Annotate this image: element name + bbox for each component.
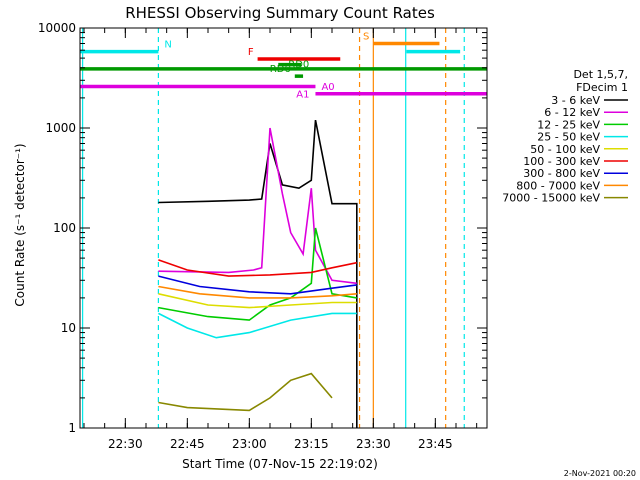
series-line-0 [158,119,358,428]
flag-label-rd6: RD6 [270,64,291,75]
series-line-8 [158,372,333,412]
series-line-5 [158,259,357,277]
y-axis-label: Count Rate (s⁻¹ detector⁻¹) [13,143,27,306]
series-line-1 [158,127,357,285]
legend-label-2: 12 - 25 keV [537,118,600,131]
x-tick-label-5: 23:45 [418,437,453,451]
legend-header-decim: FDecim 1 [576,81,628,94]
flag-label-rd0: RD0 [288,60,309,71]
flag-label-a1: A1 [296,90,309,101]
x-tick-label-3: 23:15 [294,437,329,451]
chart-title: RHESSI Observing Summary Count Rates [125,4,435,22]
flag-label-f: F [248,47,254,58]
y-tick-label-3: 1000 [45,121,76,135]
y-tick-label-4: 10000 [38,21,76,35]
x-tick-label-0: 22:30 [108,437,143,451]
legend-label-3: 25 - 50 keV [537,131,600,144]
legend-label-1: 6 - 12 keV [544,106,600,119]
series-line-3 [158,312,357,339]
legend-label-4: 50 - 100 keV [530,143,600,156]
series-line-6 [158,275,357,295]
legend-header-detectors: Det 1,5,7, [573,68,628,81]
y-tick-label-0: 1 [68,421,76,435]
legend-label-0: 3 - 6 keV [551,94,600,107]
x-tick-label-4: 23:30 [356,437,391,451]
timestamp: 2-Nov-2021 00:20 [564,469,636,478]
legend-label-5: 100 - 300 keV [523,155,600,168]
flag-label-s: S [363,31,369,42]
legend-label-7: 800 - 7000 keV [516,179,600,192]
legend-label-8: 7000 - 15000 keV [502,192,600,205]
y-tick-label-2: 100 [53,221,76,235]
x-tick-label-2: 23:00 [232,437,267,451]
series-line-7 [158,285,357,299]
x-tick-label-1: 22:45 [170,437,205,451]
flag-label-n: N [164,40,171,51]
series-line-4 [158,293,357,309]
flag-label-a0: A0 [321,82,334,93]
x-axis-label: Start Time (07-Nov-15 22:19:02) [182,457,378,471]
y-tick-label-1: 10 [61,321,76,335]
legend-label-6: 300 - 800 keV [523,167,600,180]
